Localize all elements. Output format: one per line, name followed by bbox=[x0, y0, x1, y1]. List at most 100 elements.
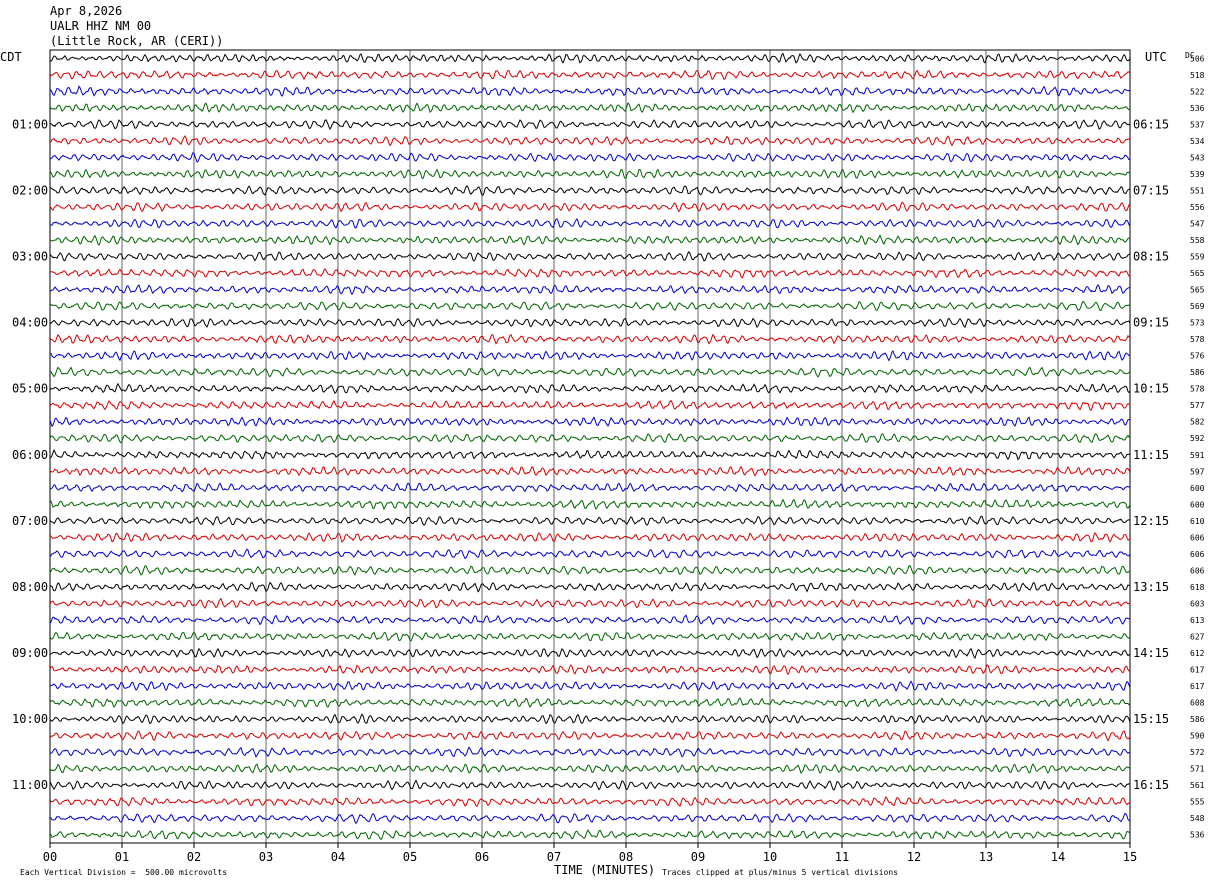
right-hour-label: 13:15 bbox=[1133, 580, 1169, 594]
seismic-trace bbox=[49, 85, 1131, 97]
dc-offset-label: 559 bbox=[1190, 253, 1205, 262]
seismic-trace bbox=[49, 416, 1131, 428]
x-tick-label: 07 bbox=[547, 850, 561, 864]
x-tick-label: 09 bbox=[691, 850, 705, 864]
seismic-trace bbox=[49, 548, 1131, 560]
dc-offset-label: 561 bbox=[1190, 781, 1205, 790]
seismic-trace bbox=[49, 597, 1131, 610]
dc-offset-label: 537 bbox=[1190, 120, 1205, 129]
dc-offset-label: 558 bbox=[1190, 236, 1205, 245]
right-hour-label: 14:15 bbox=[1133, 646, 1169, 660]
seismic-trace bbox=[49, 234, 1131, 246]
dc-offset-label: 576 bbox=[1190, 352, 1205, 361]
dc-offset-label: 565 bbox=[1190, 269, 1205, 278]
dc-offset-label: 606 bbox=[1190, 550, 1205, 559]
x-tick-label: 01 bbox=[115, 850, 129, 864]
dc-offset-label: 506 bbox=[1190, 54, 1205, 63]
dc-offset-label: 603 bbox=[1190, 599, 1205, 608]
left-hour-label: 02:00 bbox=[12, 183, 48, 197]
header-date: Apr 8,2026 bbox=[50, 4, 123, 18]
dc-offset-label: 618 bbox=[1190, 583, 1205, 592]
dc-offset-label: 536 bbox=[1190, 831, 1205, 840]
dc-offset-label: 613 bbox=[1190, 616, 1205, 625]
seismic-trace bbox=[49, 218, 1131, 229]
seismic-trace bbox=[49, 101, 1131, 114]
seismic-trace bbox=[49, 482, 1131, 493]
dc-offset-label: 569 bbox=[1190, 302, 1205, 311]
x-tick-label: 11 bbox=[835, 850, 849, 864]
x-tick-label: 15 bbox=[1123, 850, 1137, 864]
seismic-trace bbox=[49, 350, 1131, 362]
right-hour-label: 16:15 bbox=[1133, 778, 1169, 792]
seismic-trace bbox=[49, 168, 1131, 179]
dc-label: DC bbox=[1185, 51, 1195, 60]
dc-offset-label: 548 bbox=[1190, 814, 1205, 823]
seismic-trace bbox=[49, 581, 1131, 593]
dc-offset-label: 617 bbox=[1190, 682, 1205, 691]
seismic-trace bbox=[49, 697, 1131, 708]
seismic-trace bbox=[49, 465, 1131, 477]
dc-offset-label: 592 bbox=[1190, 434, 1205, 443]
right-hour-label: 09:15 bbox=[1133, 316, 1169, 330]
seismic-trace bbox=[49, 69, 1131, 81]
left-hour-label: 01:00 bbox=[12, 117, 48, 131]
seismic-trace bbox=[49, 631, 1131, 642]
dc-offset-label: 518 bbox=[1190, 71, 1205, 80]
dc-offset-label: 597 bbox=[1190, 467, 1205, 476]
seismic-trace bbox=[49, 333, 1131, 345]
seismic-trace bbox=[49, 119, 1131, 131]
dc-offset-label: 571 bbox=[1190, 765, 1205, 774]
left-hour-label: 09:00 bbox=[12, 646, 48, 660]
dc-offset-label: 573 bbox=[1190, 319, 1205, 328]
seismic-trace bbox=[49, 300, 1131, 312]
right-hour-label: 08:15 bbox=[1133, 250, 1169, 264]
left-hour-label: 03:00 bbox=[12, 250, 48, 264]
x-tick-label: 08 bbox=[619, 850, 633, 864]
seismic-trace bbox=[49, 268, 1131, 279]
seismic-trace bbox=[49, 812, 1131, 825]
seismic-trace bbox=[49, 185, 1131, 196]
dc-offset-label: 577 bbox=[1190, 401, 1205, 410]
x-tick-label: 12 bbox=[907, 850, 921, 864]
x-tick-label: 14 bbox=[1051, 850, 1065, 864]
seismic-trace bbox=[49, 135, 1131, 147]
x-tick-label: 04 bbox=[331, 850, 345, 864]
seismic-trace bbox=[49, 201, 1131, 213]
right-hour-label: 10:15 bbox=[1133, 382, 1169, 396]
x-axis-title: TIME (MINUTES) bbox=[554, 863, 656, 877]
seismic-trace bbox=[49, 515, 1131, 526]
dc-offset-label: 612 bbox=[1190, 649, 1205, 658]
dc-offset-label: 606 bbox=[1190, 566, 1205, 575]
x-tick-label: 02 bbox=[187, 850, 201, 864]
seismic-trace bbox=[49, 795, 1131, 808]
seismic-trace bbox=[49, 432, 1131, 444]
dc-offset-label: 547 bbox=[1190, 219, 1205, 228]
header-location: (Little Rock, AR (CERI)) bbox=[50, 34, 224, 48]
dc-offset-label: 522 bbox=[1190, 87, 1205, 96]
left-hour-label: 10:00 bbox=[12, 712, 48, 726]
x-tick-label: 05 bbox=[403, 850, 417, 864]
dc-offset-label: 608 bbox=[1190, 699, 1205, 708]
seismic-trace bbox=[49, 564, 1131, 576]
seismic-trace bbox=[49, 763, 1131, 774]
dc-offset-label: 578 bbox=[1190, 335, 1205, 344]
dc-offset-label: 591 bbox=[1190, 451, 1205, 460]
seismic-trace bbox=[49, 152, 1131, 163]
header-station: UALR HHZ NM 00 bbox=[50, 19, 152, 33]
dc-offset-label: 600 bbox=[1190, 484, 1205, 493]
left-axis-label: CDT bbox=[0, 50, 22, 64]
x-tick-label: 10 bbox=[763, 850, 777, 864]
plot-frame bbox=[49, 49, 1131, 844]
scale-note: Each Vertical Division = 500.00 microvol… bbox=[20, 868, 228, 877]
left-hour-label: 04:00 bbox=[12, 316, 48, 330]
right-hour-label: 15:15 bbox=[1133, 712, 1169, 726]
seismic-trace bbox=[49, 399, 1131, 412]
dc-offset-label: 556 bbox=[1190, 203, 1205, 212]
clip-note: Traces clipped at plus/minus 5 vertical … bbox=[662, 868, 899, 877]
x-tick-label: 03 bbox=[259, 850, 273, 864]
seismic-trace bbox=[49, 828, 1131, 841]
seismic-trace bbox=[49, 746, 1131, 758]
dc-offset-label: 610 bbox=[1190, 517, 1205, 526]
dc-offset-label: 590 bbox=[1190, 732, 1205, 741]
